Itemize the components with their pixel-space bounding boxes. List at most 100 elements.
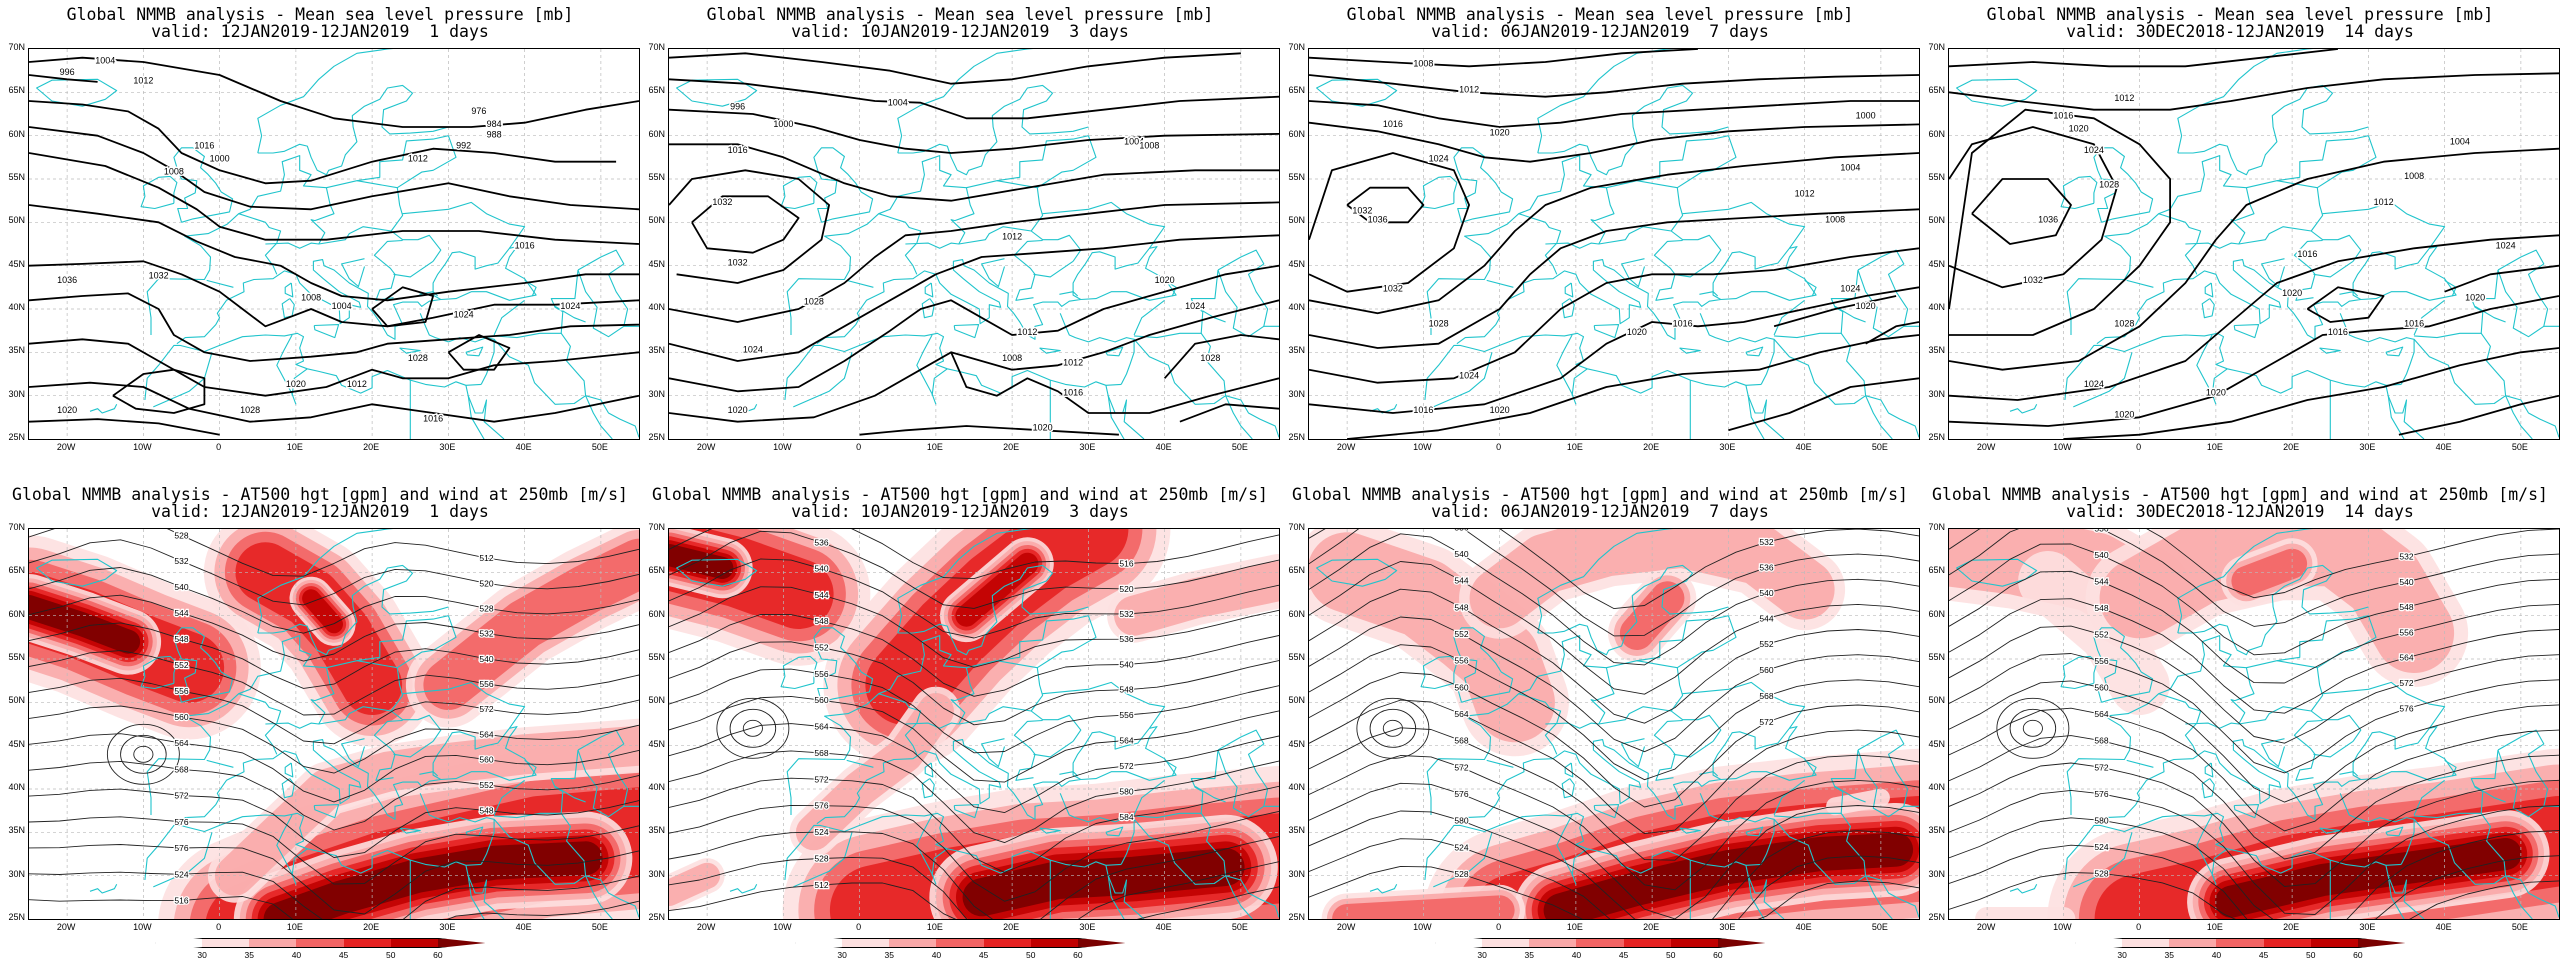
coastline: [356, 180, 404, 232]
height-contour: [29, 844, 639, 915]
isobar-label: 992: [456, 141, 471, 151]
height-contour: [29, 705, 639, 774]
coastline: [2339, 771, 2359, 777]
coastline: [1486, 759, 1514, 768]
longitude-label: 30E: [1719, 922, 1736, 932]
height-contour: [29, 650, 639, 716]
isobar-label: 1012: [1017, 327, 1037, 337]
isobar-label: 1012: [408, 154, 428, 164]
latitude-label: 25N: [648, 912, 665, 922]
coastline: [1745, 826, 1764, 837]
latitude-label: 60N: [648, 128, 665, 139]
coastline: [2073, 832, 2133, 888]
isobar-label: 1020: [2282, 288, 2302, 298]
isobar-label: 1024: [2496, 240, 2516, 250]
coastline: [816, 246, 1177, 345]
map-canvas: 532 536 540 544 548 552 556 560 564 568 572 576 580 5…: [1949, 529, 2559, 919]
isobar: [1971, 178, 2072, 245]
longitude-label: 0: [216, 442, 222, 452]
coastline: [1316, 558, 1398, 587]
height-contour: [1949, 789, 2559, 915]
coastline: [1033, 740, 1074, 758]
isobar: [669, 143, 1279, 202]
height-contour: [29, 677, 639, 745]
height-label: 572: [1119, 761, 1133, 771]
colorbar-swatch: [1482, 938, 1530, 948]
coastline: [1424, 332, 1762, 401]
height-label: 532: [1759, 537, 1773, 547]
latitude-label: 70N: [1928, 42, 1945, 52]
coastline: [1134, 269, 1219, 339]
coastline: [1263, 325, 1279, 327]
coastline: [257, 49, 394, 154]
latitude-label: 50N: [8, 215, 25, 226]
coastline: [2385, 346, 2404, 357]
isobar-label: 1024: [1459, 370, 1479, 380]
mslp-map: 1004 996 1012 1016 1008 1000 976 984 988 992 1012 1…: [28, 48, 640, 440]
latitude-label: 40N: [1288, 782, 1305, 792]
coastline: [905, 226, 1082, 262]
coastline: [238, 693, 282, 755]
height-label: 568: [1454, 736, 1468, 746]
colorbar-tick-label: 60: [1073, 950, 1083, 960]
coastline: [2204, 762, 2214, 778]
isobar-label: 1004: [888, 97, 908, 107]
coastline: [585, 875, 613, 919]
colorbar-tick-label: 45: [1618, 950, 1629, 960]
isobar: [859, 425, 1119, 436]
isobar: [669, 264, 1279, 393]
isobar-label: 1016: [1413, 405, 1433, 415]
graticule: [1309, 529, 1919, 919]
panel-title-line: Global NMMB analysis - AT500 hgt [gpm] a…: [12, 485, 628, 504]
coastline: [1037, 615, 1097, 669]
height-label: 544: [174, 608, 188, 618]
height-label: 576: [174, 843, 188, 853]
height-label: 552: [174, 660, 188, 670]
coastline: [89, 404, 118, 414]
coastline: [36, 558, 118, 587]
coastline: [981, 258, 1006, 288]
coastline: [2211, 368, 2228, 396]
isobar-label: 1032: [728, 258, 748, 268]
isobar-label: 1020: [1856, 301, 1876, 311]
coastline: [924, 282, 934, 298]
isobar: [1309, 74, 1919, 98]
height-label: 532: [174, 556, 188, 566]
coastline: [2414, 269, 2499, 339]
coastline: [2413, 338, 2506, 405]
isobar-label: 1032: [2023, 275, 2043, 285]
coastline: [1225, 875, 1253, 919]
longitude-label: 20E: [363, 442, 380, 452]
height-contour: [1309, 671, 1919, 808]
latitude-label: 50N: [648, 215, 665, 226]
isobar: [669, 201, 1279, 323]
latitude-label: 50N: [8, 695, 25, 706]
coastline: [2385, 826, 2404, 837]
height-label: 516: [1119, 559, 1133, 569]
mslp-panel-2: Global NMMB analysis - Mean sea level pr…: [640, 0, 1280, 480]
coastline: [153, 352, 213, 408]
isobar: [1949, 234, 2559, 401]
latitude-label: 65N: [648, 85, 665, 96]
height-label: 528: [479, 603, 493, 613]
coastline: [2093, 627, 2154, 703]
coastline: [916, 334, 937, 405]
coastline: [89, 884, 118, 894]
latitude-label: 70N: [8, 42, 25, 52]
colorbar-swatch: [1717, 938, 1766, 948]
coastline: [2204, 282, 2214, 298]
coastline: [1033, 260, 1074, 278]
jet-band: [795, 693, 954, 851]
height-contour: [669, 750, 1279, 844]
coastline: [1263, 805, 1279, 807]
coastline: [1042, 681, 1166, 729]
height-label: 540: [1454, 549, 1468, 559]
height-label: 540: [1759, 588, 1773, 598]
mslp-map: 996 1000 1004 1016 1032 1032 1028 1024 1020 1012 1…: [668, 48, 1280, 440]
coastline: [2230, 187, 2255, 245]
isobar-label: 1016: [194, 141, 214, 151]
latitude-label: 25N: [8, 432, 25, 442]
coastline: [2009, 884, 2038, 894]
latitude-label: 50N: [1928, 695, 1945, 706]
isobar-label: 1024: [1840, 284, 1860, 294]
